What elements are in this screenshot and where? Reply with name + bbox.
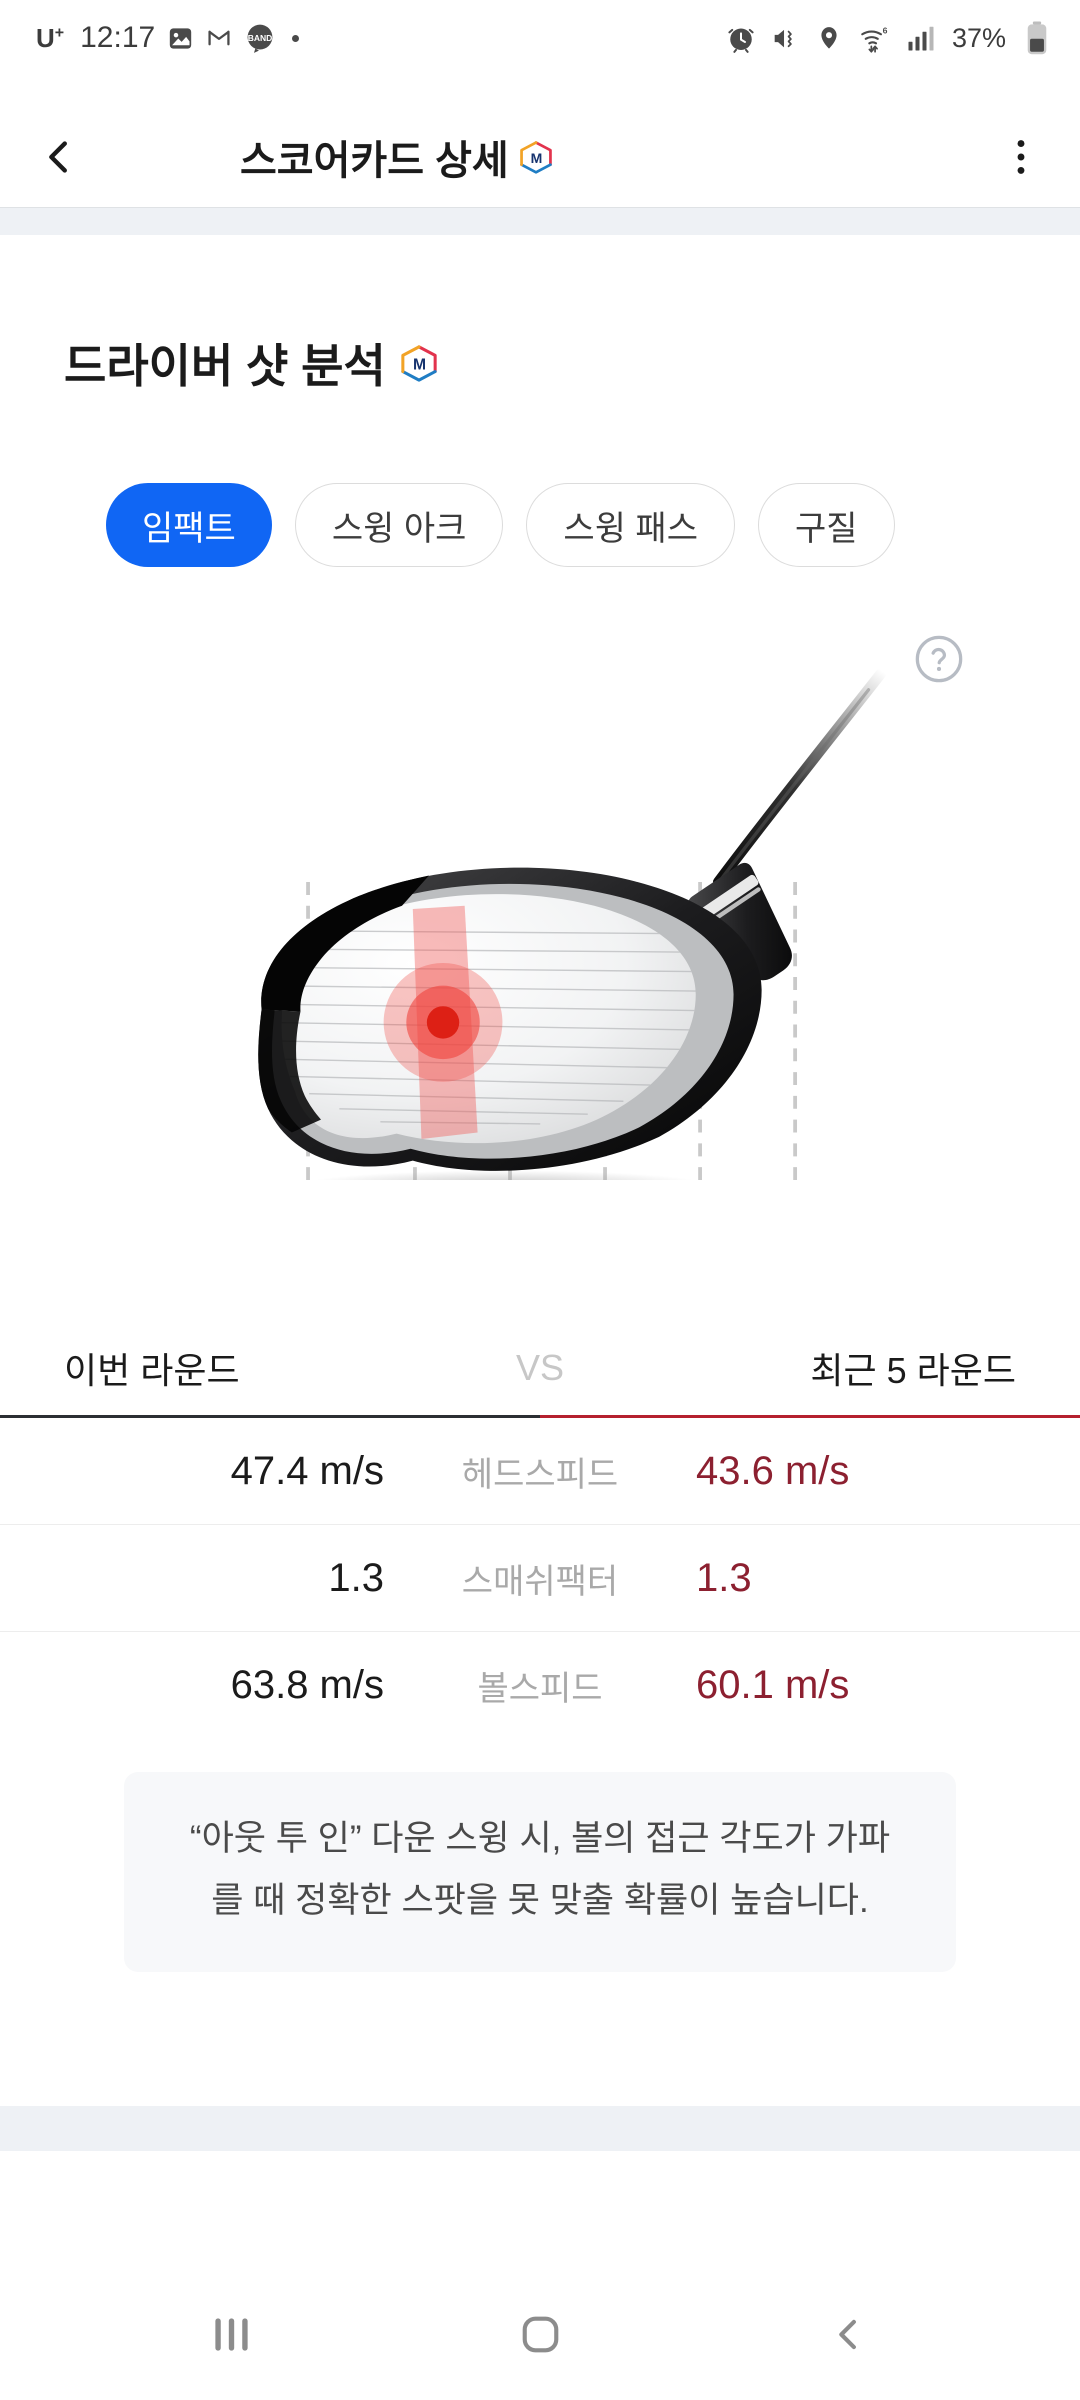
svg-text:M: M	[530, 150, 542, 166]
svg-text:BAND: BAND	[248, 33, 273, 43]
svg-text:M: M	[413, 357, 426, 374]
svg-text:6: 6	[883, 25, 888, 35]
